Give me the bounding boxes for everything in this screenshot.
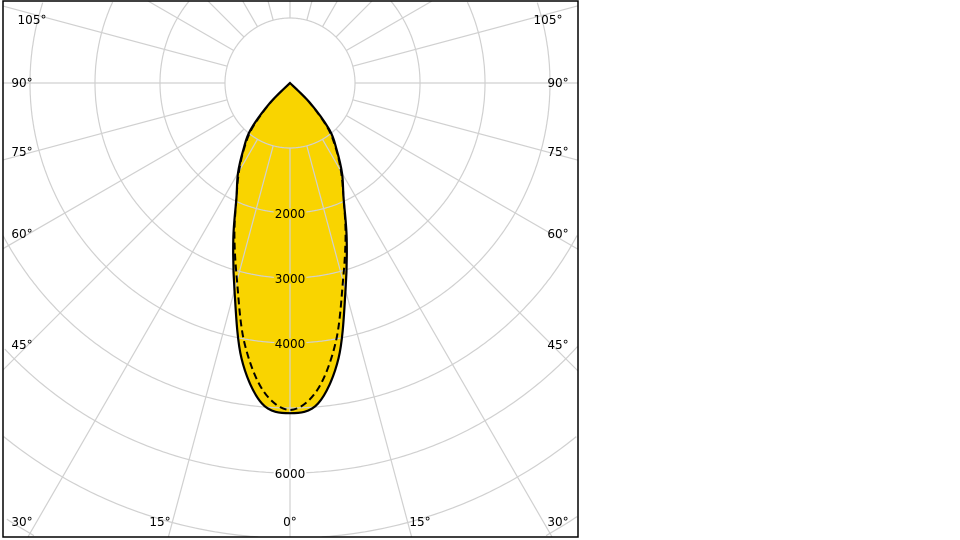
angle-tick-label: 15° — [149, 515, 170, 529]
angle-tick-label: 15° — [409, 515, 430, 529]
angle-tick-label: 105° — [534, 13, 563, 27]
angle-tick-label: 30° — [11, 515, 32, 529]
grid-spoke — [2, 128, 245, 371]
grid-circle — [3, 436, 577, 538]
grid-spoke — [242, 0, 259, 28]
grid-circle — [94, 1, 486, 279]
grid-spoke — [147, 0, 235, 52]
grid-spoke — [345, 0, 433, 52]
grid-spoke — [207, 0, 245, 38]
angle-tick-label: 90° — [11, 76, 32, 90]
angle-tick-label: 105° — [18, 13, 47, 27]
axis-labels: 105° 90° 75° 60° 45° 30° 15° 0° 15° 30° 45° 60° 75° 9… — [11, 13, 568, 529]
radial-tick-label: 3000 — [275, 272, 306, 286]
grid-spoke — [345, 114, 579, 250]
grid-circle — [4, 346, 578, 474]
angle-tick-label: 90° — [547, 76, 568, 90]
grid-spoke — [233, 145, 274, 414]
radial-tick-label: 6000 — [275, 467, 306, 481]
polar-grid — [2, 0, 579, 538]
angle-tick-label: 75° — [11, 145, 32, 159]
radial-tick-label: 2000 — [275, 207, 306, 221]
angle-tick-label: 60° — [547, 227, 568, 241]
grid-spoke — [267, 0, 274, 21]
grid-spoke — [321, 138, 553, 538]
grid-circle — [6, 516, 578, 537]
chart-frame — [2, 0, 579, 538]
grid-spoke — [352, 99, 579, 161]
angle-tick-label: 75° — [547, 145, 568, 159]
radial-tick-label: 4000 — [275, 337, 306, 351]
angle-tick-label: 0° — [283, 515, 297, 529]
grid-spoke — [321, 0, 338, 28]
grid-spoke — [2, 114, 235, 250]
grid-circle — [2, 235, 578, 409]
grid-circle — [233, 83, 347, 214]
grid-spoke — [335, 128, 579, 372]
angle-tick-label: 45° — [11, 338, 32, 352]
grid-spoke — [335, 0, 373, 38]
series-solid-curve — [232, 81, 348, 415]
angle-tick-label: 30° — [547, 515, 568, 529]
angle-tick-label: 60° — [11, 227, 32, 241]
grid-spoke — [2, 99, 228, 161]
angle-tick-label: 45° — [547, 338, 568, 352]
grid-spoke — [306, 145, 347, 414]
grid-spoke — [306, 0, 313, 21]
grid-spoke — [352, 5, 579, 67]
grid-spoke — [2, 5, 228, 67]
grid-spoke — [27, 138, 259, 538]
